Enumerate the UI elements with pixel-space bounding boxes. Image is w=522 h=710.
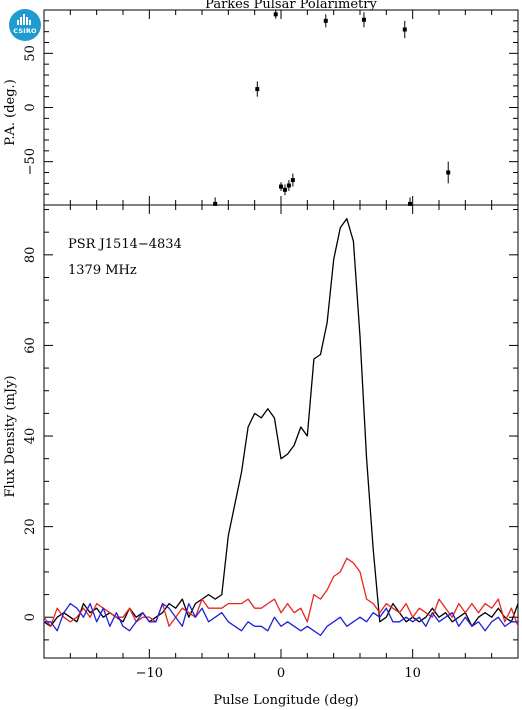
flux-ytick-label: 60 xyxy=(23,337,38,354)
flux-xlabel: Pulse Longitude (deg) xyxy=(213,693,358,708)
pa-point xyxy=(290,178,295,183)
pa-ytick-label: −50 xyxy=(23,148,38,175)
logo-bars-icon xyxy=(17,14,33,25)
flux-ytick-label: 0 xyxy=(23,613,38,621)
pa-point xyxy=(213,201,218,206)
flux-xtick-label: 10 xyxy=(404,666,421,681)
logo-text: CSIRO xyxy=(13,27,37,35)
flux-xtick-label: −10 xyxy=(136,666,163,681)
total-intensity-line xyxy=(43,217,519,627)
pa-ytick-label: 0 xyxy=(23,103,38,111)
pa-point xyxy=(323,18,328,23)
pa-point xyxy=(282,187,287,192)
circular-polarization-line xyxy=(44,602,518,637)
pa-ytick-label: 50 xyxy=(23,45,38,62)
pa-point xyxy=(361,17,366,22)
pa-point xyxy=(255,87,260,92)
frequency-annotation: 1379 MHz xyxy=(68,263,137,278)
flux-ytick-label: 80 xyxy=(23,247,38,264)
pa-point xyxy=(273,12,278,17)
pa-point xyxy=(286,183,291,188)
chart-title: Parkes Pulsar Polarimetry xyxy=(205,0,377,12)
pa-ylabel: P.A. (deg.) xyxy=(3,79,18,146)
flux-ytick-label: 20 xyxy=(23,518,38,535)
pa-panel: Parkes Pulsar Polarimetry −50 0 50 P.A. (deg… xyxy=(3,0,519,206)
csiro-logo: CSIRO xyxy=(9,9,41,41)
pa-point xyxy=(446,170,451,175)
pa-point xyxy=(402,27,407,32)
pulsar-name-annotation: PSR J1514−4834 xyxy=(68,237,182,252)
flux-ytick-label: 40 xyxy=(23,428,38,445)
pa-point xyxy=(279,184,283,189)
pa-point xyxy=(408,201,413,206)
pa-frame xyxy=(43,9,519,206)
flux-ylabel: Flux Density (mJy) xyxy=(3,375,18,497)
flux-xtick-label: 0 xyxy=(277,666,285,681)
flux-panel: 0 20 40 60 80 −10 0 10 Pulse Longitude (deg) Flux… xyxy=(3,204,519,708)
linear-polarization-line xyxy=(43,557,519,627)
